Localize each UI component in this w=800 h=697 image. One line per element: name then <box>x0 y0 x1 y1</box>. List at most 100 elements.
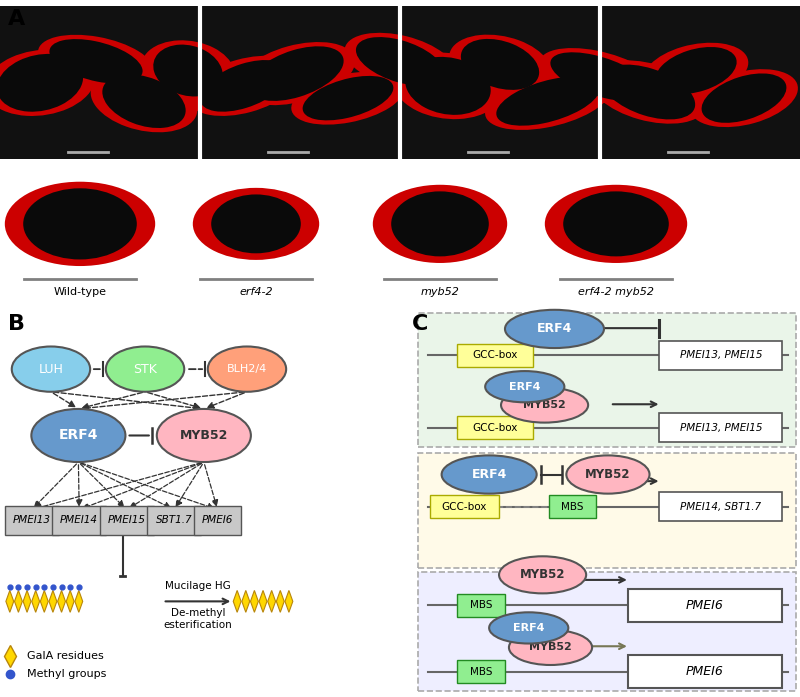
Ellipse shape <box>501 388 588 422</box>
Ellipse shape <box>0 49 95 116</box>
Ellipse shape <box>442 455 537 493</box>
FancyBboxPatch shape <box>52 506 106 535</box>
Ellipse shape <box>0 54 83 112</box>
Ellipse shape <box>23 188 137 259</box>
Ellipse shape <box>449 35 551 94</box>
Ellipse shape <box>211 194 301 253</box>
Ellipse shape <box>302 76 394 121</box>
Ellipse shape <box>154 45 222 96</box>
Text: B: B <box>8 314 25 335</box>
Text: MBS: MBS <box>470 600 493 611</box>
Ellipse shape <box>5 182 155 266</box>
FancyBboxPatch shape <box>418 312 796 447</box>
Ellipse shape <box>31 409 126 462</box>
Text: erf4-2: erf4-2 <box>239 287 273 298</box>
Text: BLH2/4: BLH2/4 <box>227 364 267 374</box>
Text: PMEI6: PMEI6 <box>686 665 724 678</box>
Text: PMEI6: PMEI6 <box>202 515 234 526</box>
Text: ERF4: ERF4 <box>471 468 507 481</box>
Ellipse shape <box>188 56 300 116</box>
Ellipse shape <box>406 57 490 115</box>
Text: MBS: MBS <box>561 502 583 512</box>
Polygon shape <box>32 590 39 612</box>
Ellipse shape <box>12 346 90 392</box>
FancyBboxPatch shape <box>147 506 201 535</box>
FancyBboxPatch shape <box>418 453 796 568</box>
Text: Methyl groups: Methyl groups <box>27 668 107 679</box>
Text: ERF4: ERF4 <box>58 429 98 443</box>
Ellipse shape <box>248 46 344 101</box>
Ellipse shape <box>489 612 568 643</box>
Text: PMEI14, SBT1.7: PMEI14, SBT1.7 <box>680 502 762 512</box>
FancyBboxPatch shape <box>628 655 782 688</box>
Text: PMEI6: PMEI6 <box>686 599 724 612</box>
Ellipse shape <box>702 73 786 123</box>
Ellipse shape <box>509 630 592 665</box>
FancyBboxPatch shape <box>458 344 533 367</box>
Text: GCC-box: GCC-box <box>472 422 518 433</box>
Text: GCC-box: GCC-box <box>442 502 487 512</box>
Text: ERF4: ERF4 <box>513 623 545 633</box>
Ellipse shape <box>545 185 687 263</box>
Text: PMEI13, PMEI15: PMEI13, PMEI15 <box>679 422 762 433</box>
Ellipse shape <box>566 455 650 493</box>
FancyBboxPatch shape <box>5 506 59 535</box>
Text: SBT1.7: SBT1.7 <box>156 515 192 526</box>
Ellipse shape <box>644 43 748 98</box>
Ellipse shape <box>590 61 706 123</box>
Ellipse shape <box>50 39 142 84</box>
Ellipse shape <box>505 309 604 348</box>
Ellipse shape <box>539 48 661 105</box>
Text: MYB52: MYB52 <box>523 400 566 410</box>
Text: GalA residues: GalA residues <box>27 651 104 661</box>
FancyBboxPatch shape <box>418 572 796 691</box>
Ellipse shape <box>496 77 600 125</box>
Ellipse shape <box>655 47 737 94</box>
FancyBboxPatch shape <box>0 6 800 160</box>
Polygon shape <box>285 590 293 612</box>
Text: LUH: LUH <box>38 362 63 376</box>
Text: A: A <box>8 9 26 29</box>
Text: STK: STK <box>133 362 157 376</box>
Ellipse shape <box>200 60 288 112</box>
Polygon shape <box>6 590 14 612</box>
Polygon shape <box>66 590 74 612</box>
Text: De-methyl
esterification: De-methyl esterification <box>163 608 232 629</box>
Polygon shape <box>234 590 241 612</box>
Ellipse shape <box>601 65 695 119</box>
Ellipse shape <box>208 346 286 392</box>
Text: MYB52: MYB52 <box>585 468 630 481</box>
FancyBboxPatch shape <box>458 660 505 683</box>
FancyBboxPatch shape <box>458 416 533 439</box>
Text: Mucilage HG: Mucilage HG <box>165 581 231 591</box>
Ellipse shape <box>499 556 586 593</box>
Polygon shape <box>23 590 31 612</box>
Polygon shape <box>259 590 267 612</box>
FancyBboxPatch shape <box>430 495 499 518</box>
Ellipse shape <box>193 187 319 260</box>
Polygon shape <box>242 590 250 612</box>
Polygon shape <box>268 590 275 612</box>
Text: myb52: myb52 <box>421 287 459 298</box>
Text: MYB52: MYB52 <box>180 429 228 442</box>
Ellipse shape <box>90 70 198 132</box>
Text: ERF4: ERF4 <box>537 323 572 335</box>
Ellipse shape <box>237 42 355 105</box>
Ellipse shape <box>394 52 502 119</box>
Ellipse shape <box>102 75 186 128</box>
Ellipse shape <box>142 40 234 101</box>
Text: PMEI15: PMEI15 <box>108 515 146 526</box>
Text: PMEI13, PMEI15: PMEI13, PMEI15 <box>679 351 762 360</box>
FancyBboxPatch shape <box>194 506 241 535</box>
Ellipse shape <box>373 185 507 263</box>
FancyBboxPatch shape <box>659 492 782 521</box>
FancyBboxPatch shape <box>458 594 505 617</box>
Polygon shape <box>40 590 48 612</box>
FancyBboxPatch shape <box>659 413 782 443</box>
Text: PMEI14: PMEI14 <box>60 515 98 526</box>
Ellipse shape <box>563 192 669 256</box>
Polygon shape <box>250 590 258 612</box>
FancyBboxPatch shape <box>99 506 154 535</box>
Ellipse shape <box>391 192 489 256</box>
Text: C: C <box>412 314 428 335</box>
